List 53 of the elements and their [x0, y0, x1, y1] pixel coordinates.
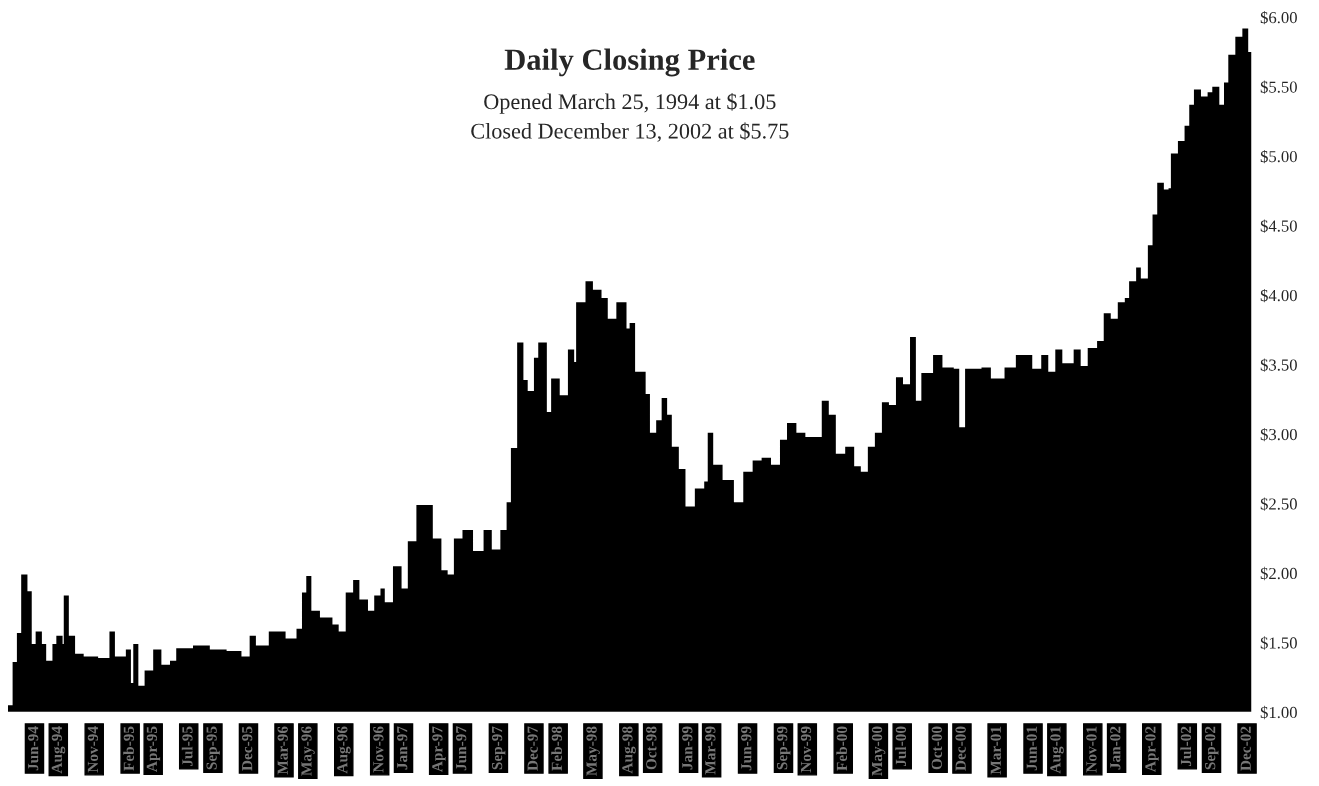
x-tick-label: Mar-99 — [705, 726, 716, 775]
x-tick-label: Nov-99 — [800, 726, 812, 773]
x-tick-label: Nov-94 — [87, 726, 99, 773]
y-tick-label: $5.00 — [1260, 149, 1297, 164]
x-tick-label: Aug-94 — [51, 726, 66, 774]
y-tick-label: $4.00 — [1260, 288, 1297, 303]
x-tick-label: Oct-98 — [646, 726, 657, 770]
x-tick-label: May-96 — [301, 726, 315, 776]
x-tick-label: Dec-97 — [527, 726, 538, 771]
x-tick-label: Jun-97 — [456, 726, 467, 771]
x-tick-label: Sep-95 — [206, 726, 220, 770]
x-tick-label: Mar-01 — [990, 726, 1001, 775]
x-tick-label: Mar-96 — [277, 726, 288, 775]
x-tick-label: Jul-00 — [895, 726, 907, 767]
x-tick-label: Jan-02 — [1110, 726, 1121, 770]
x-tick-label: Jun-94 — [28, 726, 39, 771]
x-tick-label: Aug-96 — [337, 726, 351, 774]
y-tick-label: $2.00 — [1260, 566, 1297, 581]
x-tick-label: Apr-95 — [146, 726, 161, 772]
x-tick-label: Sep-97 — [491, 726, 506, 770]
x-tick-label: Feb-95 — [123, 726, 134, 771]
y-tick-label: $1.00 — [1260, 705, 1297, 720]
y-tick-label: $4.50 — [1260, 219, 1297, 233]
y-tick-label: $3.00 — [1260, 427, 1297, 442]
x-tick-label: Jun-01 — [1026, 726, 1037, 771]
x-tick-label: Apr-02 — [1145, 726, 1159, 772]
y-tick-label: $5.50 — [1260, 80, 1297, 94]
x-tick-label: Jan-97 — [397, 726, 408, 770]
x-tick-label: Dec-95 — [242, 726, 253, 771]
x-tick-label: Aug-98 — [622, 726, 636, 774]
x-tick-label: Feb-98 — [551, 726, 562, 771]
text: Opened March 25, 1994 at $1.05 Closed December 13, 2002 at $5.75 — [471, 92, 789, 142]
x-tick-label: Apr-97 — [432, 726, 446, 772]
x-tick-label: Sep-02 — [1205, 726, 1219, 770]
x-tick-label: Jan-99 — [682, 726, 693, 770]
x-tick-label: Oct-00 — [931, 726, 942, 770]
x-tick-label: Dec-00 — [955, 726, 966, 771]
x-tick-label: Nov-01 — [1086, 726, 1097, 773]
x-tick-label: May-98 — [586, 726, 600, 776]
y-tick-label: $1.50 — [1260, 636, 1297, 650]
x-tick-label: Nov-96 — [373, 726, 384, 773]
y-tick-label: $2.50 — [1260, 497, 1297, 511]
x-tick-label: Sep-99 — [777, 726, 791, 770]
x-tick-label: Feb-00 — [836, 726, 848, 771]
x-tick-label: Jul-95 — [181, 726, 193, 767]
y-tick-label: $6.00 — [1260, 11, 1297, 25]
text: Daily Closing Price — [504, 48, 755, 77]
x-tick-label: Aug-01 — [1050, 726, 1064, 774]
x-tick-label: May-00 — [871, 726, 886, 776]
x-tick-label: Jun-99 — [741, 726, 752, 771]
x-tick-label: Dec-02 — [1240, 726, 1251, 771]
y-tick-label: $3.50 — [1260, 358, 1297, 372]
x-tick-label: Jul-02 — [1180, 726, 1192, 767]
